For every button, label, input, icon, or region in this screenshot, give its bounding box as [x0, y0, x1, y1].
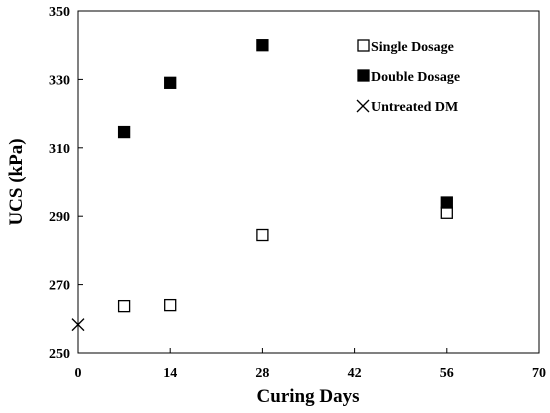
x-tick-label: 56 — [440, 366, 454, 381]
plot-frame — [77, 10, 540, 354]
point-double-dosage — [440, 196, 453, 209]
legend-marker-single-dosage — [357, 39, 370, 52]
legend-marker-untreated-dm — [356, 99, 370, 113]
y-tick-label: 310 — [49, 142, 70, 157]
point-single-dosage — [117, 299, 131, 313]
x-axis-title: Curing Days — [257, 386, 360, 407]
x-tick-label: 14 — [163, 366, 177, 381]
legend: Single Dosage Double Dosage Untreated DM — [356, 39, 460, 115]
y-tick-label: 350 — [49, 5, 70, 20]
point-single-dosage — [440, 206, 453, 219]
point-single-dosage — [256, 228, 269, 242]
y-tick-label: 270 — [49, 279, 70, 294]
data-points — [71, 39, 453, 332]
point-single-dosage — [164, 298, 177, 312]
x-tick-label: 70 — [532, 366, 546, 381]
legend-label-untreated-dm: Untreated DM — [371, 100, 458, 115]
point-double-dosage — [164, 76, 177, 89]
point-untreated-dm — [71, 318, 85, 332]
legend-marker-double-dosage — [357, 69, 370, 82]
y-tick-label: 290 — [49, 210, 70, 225]
x-tick-label: 0 — [75, 366, 82, 381]
x-tick-label: 28 — [255, 366, 269, 381]
x-tick-label: 42 — [348, 366, 362, 381]
point-double-dosage — [256, 39, 269, 52]
point-double-dosage — [117, 125, 131, 139]
legend-label-single-dosage: Single Dosage — [371, 40, 454, 55]
y-tick-label: 330 — [49, 73, 70, 88]
axis-ticks: 250 270 290 310 330 350 0 14 28 42 56 70 — [49, 5, 546, 381]
y-axis-title: UCS (kPa) — [6, 138, 27, 225]
legend-label-double-dosage: Double Dosage — [371, 70, 460, 85]
y-tick-label: 250 — [49, 347, 70, 362]
